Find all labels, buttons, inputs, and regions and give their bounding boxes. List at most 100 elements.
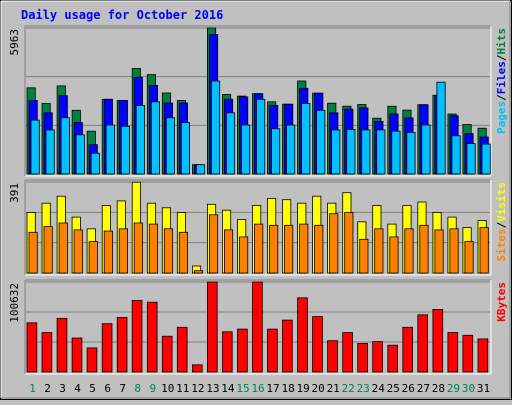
bar-pages-20: [316, 109, 326, 175]
bar-sites-30: [464, 241, 474, 274]
side-legend-kbytes: KBytes: [495, 282, 508, 322]
bar-sites-20: [314, 224, 324, 274]
bar-sites-8: [133, 222, 143, 274]
x-tick-label-17: 17: [266, 382, 279, 395]
bar-kbytes-29: [447, 332, 459, 373]
bar-kbytes-9: [146, 301, 158, 373]
x-tick-label-30: 30: [462, 382, 475, 395]
bar-kbytes-3: [56, 317, 68, 373]
bar-kbytes-17: [267, 328, 278, 373]
x-tick-label-7: 7: [119, 382, 126, 395]
series-kbytes: [26, 281, 489, 373]
x-tick-label-10: 10: [161, 382, 174, 395]
bar-kbytes-24: [372, 341, 383, 373]
side-legend-hits: Pages/Files/Hits: [495, 28, 508, 134]
bar-kbytes-19: [297, 297, 308, 373]
side-legend-kbytes: KBytes: [495, 282, 508, 322]
x-tick-label-13: 13: [206, 382, 219, 395]
y-max-label-kbytes: 100632: [8, 283, 21, 323]
bar-sites-14: [223, 229, 234, 274]
bar-kbytes-28: [432, 308, 444, 373]
bar-sites-12: [193, 270, 204, 274]
bar-kbytes-15: [237, 328, 248, 373]
bar-pages-3: [60, 117, 70, 175]
x-tick-label-31: 31: [477, 382, 490, 395]
bar-kbytes-6: [101, 323, 113, 373]
side-legend-visits: Sites/Visits: [495, 182, 508, 262]
bar-pages-27: [421, 124, 431, 175]
x-tick-label-24: 24: [372, 382, 386, 395]
bar-kbytes-13: [206, 281, 218, 373]
x-tick-label-6: 6: [104, 382, 111, 395]
bar-sites-27: [419, 224, 429, 274]
x-tick-label-15: 15: [236, 382, 249, 395]
bar-pages-31: [481, 143, 491, 175]
bar-pages-22: [346, 128, 356, 175]
bar-pages-9: [150, 101, 161, 175]
side-legend-separator: /: [495, 94, 508, 101]
side-legend-hits: Hits: [495, 28, 508, 55]
bar-pages-11: [180, 122, 191, 175]
panel-kbytes: 100632 KBytes: [8, 279, 508, 375]
x-tick-label-8: 8: [134, 382, 141, 395]
panel-visits: 391 Sites/Visits: [8, 179, 508, 276]
x-tick-labels: 1 2 3 4 5 6 7 8 9 10 11 12 13 14 15 16 17 18 19 20 21 22 23 24 2…: [29, 382, 490, 395]
bar-sites-5: [88, 241, 98, 274]
bar-pages-5: [90, 152, 100, 175]
bar-sites-10: [163, 228, 174, 274]
bar-sites-1: [28, 231, 38, 274]
bar-sites-16: [254, 223, 264, 274]
bar-kbytes-2: [41, 332, 53, 373]
bar-pages-12: [195, 164, 206, 175]
x-tick-label-29: 29: [447, 382, 460, 395]
bar-kbytes-14: [221, 331, 233, 373]
bar-sites-7: [118, 228, 128, 274]
panels-layer: 5963Pages/Files/Hits391Sites/Visits10063…: [8, 25, 508, 375]
bar-pages-4: [75, 134, 85, 175]
bar-sites-6: [103, 230, 113, 274]
bar-pages-28: [436, 81, 446, 175]
bar-sites-3: [58, 222, 68, 274]
x-tick-label-1: 1: [29, 382, 36, 395]
bar-sites-25: [389, 236, 399, 274]
bar-pages-26: [406, 131, 416, 175]
x-tick-label-26: 26: [402, 382, 415, 395]
bar-sites-18: [284, 224, 294, 274]
bar-kbytes-27: [417, 314, 428, 373]
bar-sites-9: [148, 223, 159, 274]
bar-pages-14: [225, 112, 236, 175]
bar-pages-19: [301, 103, 311, 175]
x-tick-label-22: 22: [342, 382, 355, 395]
bar-kbytes-4: [71, 337, 83, 373]
bar-pages-10: [165, 117, 176, 175]
x-tick-label-16: 16: [251, 382, 264, 395]
bar-pages-2: [45, 129, 55, 175]
bar-kbytes-26: [402, 326, 413, 373]
bar-pages-18: [286, 124, 296, 175]
bar-sites-4: [73, 229, 83, 274]
bar-kbytes-8: [131, 300, 143, 373]
x-tick-label-9: 9: [149, 382, 156, 395]
bar-pages-16: [256, 98, 266, 175]
bar-pages-23: [361, 129, 371, 175]
bar-pages-7: [120, 125, 130, 175]
side-legend-files: Files: [495, 61, 508, 94]
x-tick-label-14: 14: [221, 382, 235, 395]
bar-pages-17: [271, 128, 281, 175]
side-legend-pages: Pages: [495, 101, 508, 134]
x-tick-label-4: 4: [74, 382, 81, 395]
x-tick-label-19: 19: [296, 382, 309, 395]
bar-pages-6: [105, 124, 115, 175]
bar-kbytes-30: [462, 334, 474, 373]
bar-kbytes-11: [176, 326, 188, 373]
side-legend-visits: Visits: [495, 182, 508, 222]
bar-pages-30: [466, 143, 476, 175]
bar-sites-17: [269, 224, 279, 274]
y-max-label-visits: 391: [8, 183, 21, 203]
series-sites: [28, 212, 489, 274]
x-tick-label-21: 21: [327, 382, 340, 395]
bar-pages-8: [135, 105, 145, 175]
bar-kbytes-1: [26, 322, 38, 373]
